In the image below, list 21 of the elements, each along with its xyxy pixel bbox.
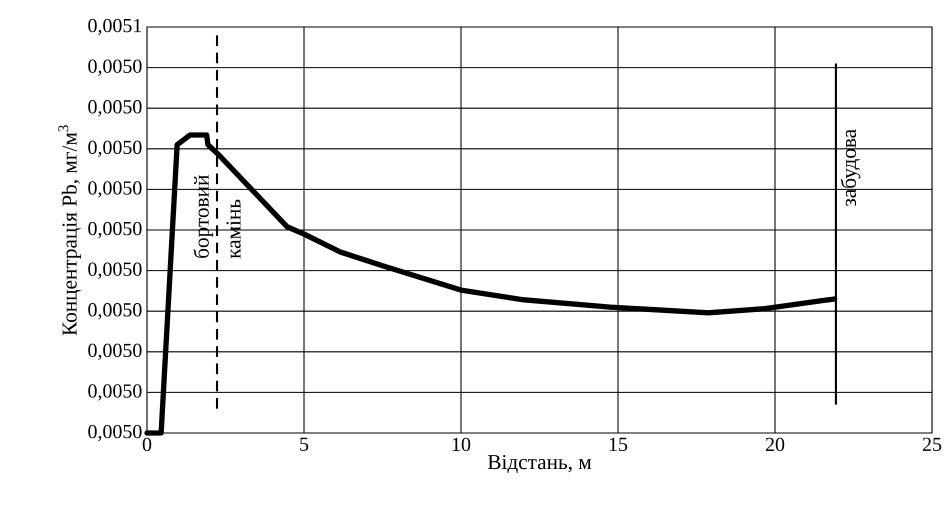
x-tick-label: 15 [610, 438, 628, 452]
y-tick-label: 0,0050 [88, 100, 142, 116]
y-tick-label: 0,0050 [88, 140, 142, 157]
y-tick-label: 0,0050 [88, 181, 142, 198]
x-tick-label: 0 [142, 438, 152, 452]
x-tick-label: 25 [922, 438, 942, 452]
ref-line-label: забудова [840, 129, 860, 206]
x-tick-label: 20 [766, 438, 784, 452]
y-tick-label: 0,0050 [88, 222, 142, 238]
x-axis-title: Відстань, м [488, 454, 592, 474]
x-tick-label: 5 [300, 438, 308, 451]
x-tick-label: 10 [452, 438, 470, 452]
ref-line-label: бортовий камінь [193, 175, 241, 258]
y-tick-label: 0,0050 [88, 262, 142, 279]
y-tick-label: 0,0050 [88, 344, 142, 360]
y-tick-label: 0,0050 [88, 303, 142, 320]
y-tick-label: 0,0051 [88, 18, 142, 36]
y-tick-label: 0,0050 [88, 424, 142, 442]
y-tick-label: 0,0050 [88, 384, 142, 401]
y-tick-label: 0,0050 [88, 59, 142, 76]
y-axis-title: Концентрація Pb, мг/м$^{3}$ [58, 125, 82, 336]
